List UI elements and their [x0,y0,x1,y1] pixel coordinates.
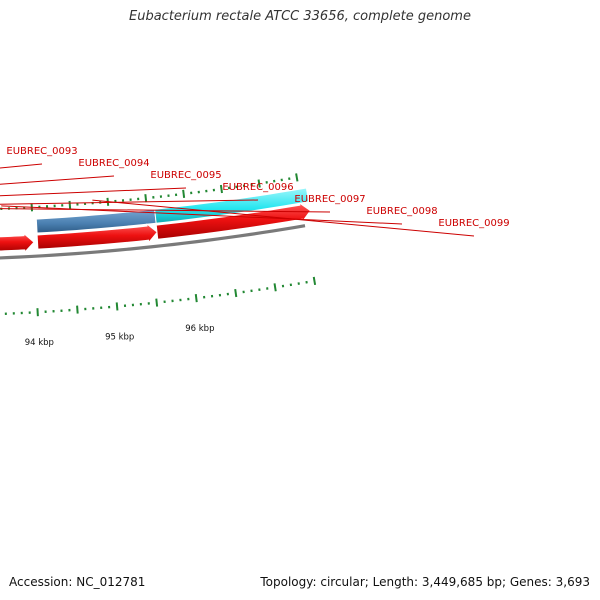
genome-summary-text: Topology: circular; Length: 3,449,685 bp… [260,575,590,589]
outer-tick-mark [68,200,72,209]
gene-label-leader [0,199,259,205]
scale-tick-label: 95 kbp [105,332,134,342]
backbone-arc [0,224,306,260]
scale-tick-label: 96 kbp [185,324,214,334]
scale-tick-mark [273,283,277,292]
scale-tick-label: 94 kbp [25,338,54,348]
cds-arrow [155,202,311,240]
outer-tick-mark [219,184,223,194]
cds-layer [0,202,311,253]
gene-label-leader [92,199,475,237]
outer-tick-mark [295,173,299,182]
scale-tick-mark [155,298,159,307]
gene-label-leader [1,205,403,225]
gene-label-leader [0,187,187,197]
gene-label: EUBREC_0095 [150,170,221,181]
scale-tick-mark [76,305,79,314]
gene-label: EUBREC_0093 [6,146,77,157]
outer-tick-mark [182,189,186,198]
gene-label: EUBREC_0097 [294,194,365,205]
gene-label: EUBREC_0094 [78,158,149,169]
scale-tick-mark [312,276,317,286]
outer-tick-mark [257,179,261,188]
cds-arrow [0,232,35,253]
backbone-layer [0,224,306,260]
gene-label: EUBREC_0096 [222,182,293,193]
gene-label-leader [0,175,115,185]
gene-label: EUBREC_0098 [366,206,437,217]
gene-label-leader [0,208,331,213]
scale-tick-mark [194,294,198,303]
accession-text: Accession: NC_012781 [9,575,146,589]
cds-arrow [36,223,158,250]
gene-label: EUBREC_0099 [438,218,509,229]
outer-tick-mark [144,194,148,203]
scale-tick-mark [234,288,238,298]
page-title: Eubacterium rectale ATCC 33656, complete… [129,9,471,24]
gene-label-leader [0,163,43,169]
scale-tick-mark [115,302,119,311]
